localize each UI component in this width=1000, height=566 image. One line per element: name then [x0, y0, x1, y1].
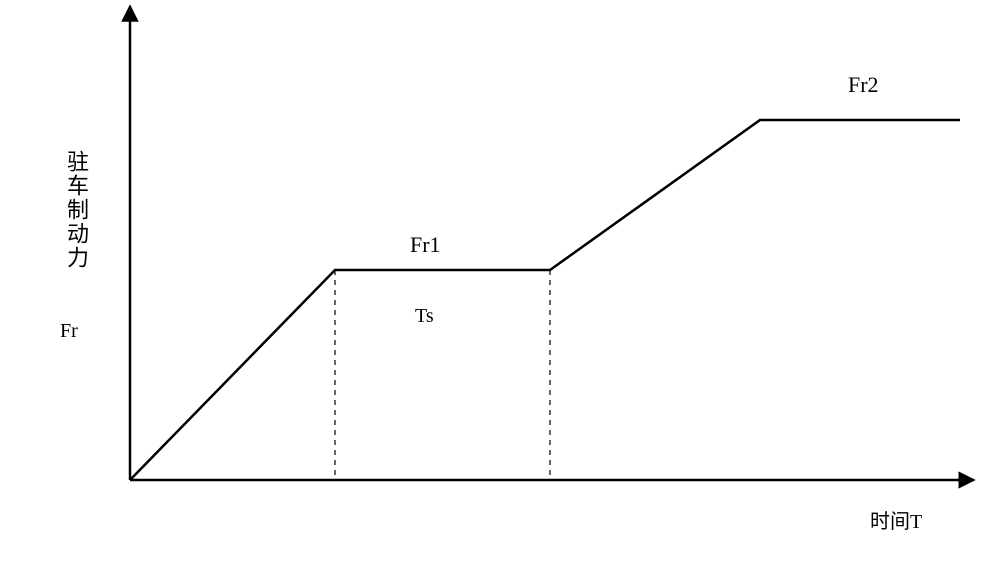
- y-axis-label-main: 驻车制动力: [60, 150, 92, 270]
- y-axis-label-sub: Fr: [60, 320, 78, 343]
- chart-container: 驻车制动力 Fr 时间T Fr1 Ts Fr2: [0, 0, 1000, 566]
- label-fr2: Fr2: [848, 72, 879, 98]
- label-ts: Ts: [415, 305, 434, 328]
- x-axis-label: 时间T: [870, 505, 922, 534]
- label-fr1: Fr1: [410, 232, 441, 258]
